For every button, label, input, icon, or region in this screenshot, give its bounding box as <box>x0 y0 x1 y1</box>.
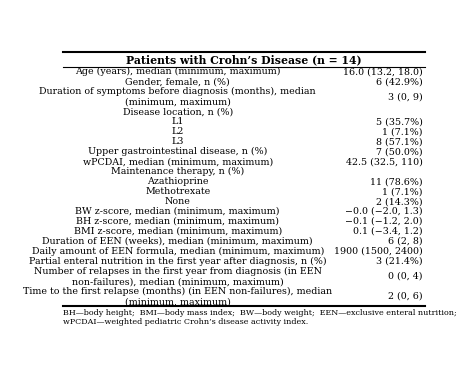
Text: 1 (7.1%): 1 (7.1%) <box>383 187 423 196</box>
Text: BMI z-score, median (minimum, maximum): BMI z-score, median (minimum, maximum) <box>73 227 282 236</box>
Text: 8 (57.1%): 8 (57.1%) <box>376 137 423 146</box>
Text: 6 (42.9%): 6 (42.9%) <box>376 77 423 86</box>
Text: Azathioprine: Azathioprine <box>147 177 209 186</box>
Text: Gender, female, n (%): Gender, female, n (%) <box>125 77 230 86</box>
Text: 7 (50.0%): 7 (50.0%) <box>376 147 423 156</box>
Text: None: None <box>165 197 191 206</box>
Text: Time to the first relapse (months) (in EEN non-failures), median
(minimum, maxim: Time to the first relapse (months) (in E… <box>23 287 332 306</box>
Text: 0 (0, 4): 0 (0, 4) <box>388 272 423 281</box>
Text: Duration of symptoms before diagnosis (months), median
(minimum, maximum): Duration of symptoms before diagnosis (m… <box>39 87 316 107</box>
Text: 0.1 (−3.4, 1.2): 0.1 (−3.4, 1.2) <box>353 227 423 236</box>
Text: Number of relapses in the first year from diagnosis (in EEN
non-failures), media: Number of relapses in the first year fro… <box>34 266 322 286</box>
Text: 3 (21.4%): 3 (21.4%) <box>376 257 423 266</box>
Text: Daily amount of EEN formula, median (minimum, maximum): Daily amount of EEN formula, median (min… <box>32 247 324 256</box>
Text: 5 (35.7%): 5 (35.7%) <box>376 117 423 126</box>
Text: 3 (0, 9): 3 (0, 9) <box>388 92 423 101</box>
Text: wPCDAI, median (minimum, maximum): wPCDAI, median (minimum, maximum) <box>82 157 273 166</box>
Text: L3: L3 <box>172 137 184 146</box>
Text: Patients with Crohn’s Disease (n = 14): Patients with Crohn’s Disease (n = 14) <box>126 54 362 65</box>
Text: BW z-score, median (minimum, maximum): BW z-score, median (minimum, maximum) <box>75 207 280 216</box>
Text: 2 (14.3%): 2 (14.3%) <box>376 197 423 206</box>
Text: Upper gastrointestinal disease, n (%): Upper gastrointestinal disease, n (%) <box>88 147 267 156</box>
Text: −0.1 (−1.2, 2.0): −0.1 (−1.2, 2.0) <box>346 217 423 226</box>
Text: 42.5 (32.5, 110): 42.5 (32.5, 110) <box>346 157 423 166</box>
Text: 6 (2, 8): 6 (2, 8) <box>388 237 423 246</box>
Text: BH—body height;  BMI—body mass index;  BW—body weight;  EEN—exclusive enteral nu: BH—body height; BMI—body mass index; BW—… <box>63 308 456 326</box>
Text: BH z-score, median (minimum, maximum): BH z-score, median (minimum, maximum) <box>76 217 279 226</box>
Text: Partial enteral nutrition in the first year after diagnosis, n (%): Partial enteral nutrition in the first y… <box>29 257 327 266</box>
Text: Methotrexate: Methotrexate <box>145 187 210 196</box>
Text: 2 (0, 6): 2 (0, 6) <box>388 292 423 301</box>
Text: 16.0 (13.2, 18.0): 16.0 (13.2, 18.0) <box>343 67 423 76</box>
Text: Age (years), median (minimum, maximum): Age (years), median (minimum, maximum) <box>75 67 281 76</box>
Text: L1: L1 <box>172 117 184 126</box>
Text: 1900 (1500, 2400): 1900 (1500, 2400) <box>334 247 423 256</box>
Text: 11 (78.6%): 11 (78.6%) <box>370 177 423 186</box>
Text: L2: L2 <box>172 127 184 136</box>
Text: 1 (7.1%): 1 (7.1%) <box>383 127 423 136</box>
Text: −0.0 (−2.0, 1.3): −0.0 (−2.0, 1.3) <box>345 207 423 216</box>
Text: Duration of EEN (weeks), median (minimum, maximum): Duration of EEN (weeks), median (minimum… <box>42 237 313 246</box>
Text: Maintenance therapy, n (%): Maintenance therapy, n (%) <box>111 167 244 176</box>
Text: Disease location, n (%): Disease location, n (%) <box>123 107 233 116</box>
